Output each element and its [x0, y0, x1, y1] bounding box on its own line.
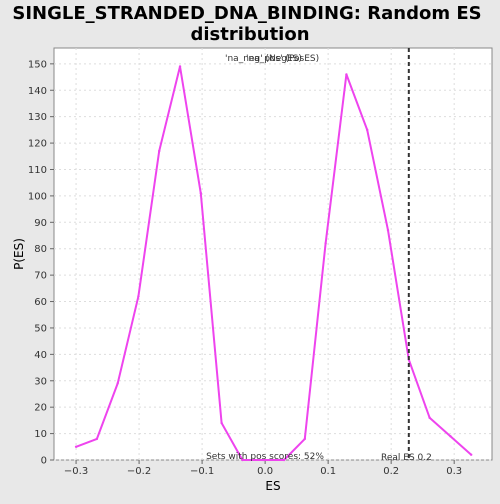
distribution-point	[470, 453, 473, 456]
distribution-point	[324, 242, 327, 245]
y-axis-label: P(ES)	[12, 238, 26, 270]
y-tick-label: 10	[34, 429, 47, 440]
distribution-point	[95, 437, 99, 441]
chart-title-line-2: distribution	[190, 24, 309, 45]
distribution-point	[303, 437, 307, 441]
legend-neg-label: 'na_neg' (NegES)	[225, 54, 302, 64]
grid-layer	[54, 48, 492, 461]
y-tick-label: 100	[28, 191, 47, 202]
y-tick-label: 0	[41, 456, 47, 467]
y-tick-label: 60	[34, 297, 47, 308]
distribution-series-line	[75, 65, 472, 461]
x-tick-label: 0.0	[257, 466, 273, 477]
distribution-point	[262, 458, 265, 462]
x-tick-label: −0.2	[127, 466, 151, 477]
x-tick-label: 0.3	[446, 466, 462, 477]
x-tick-label: −0.3	[64, 466, 88, 477]
y-tick-label: 90	[34, 218, 47, 229]
tick-layer: −0.3 −0.2 −0.1 0.0 0.1 0.2 0.3 0 10 20 30 40 50 60 70 8…	[28, 59, 462, 477]
distribution-point	[282, 458, 286, 462]
plot-area	[53, 47, 493, 461]
y-tick-label: 30	[34, 376, 47, 387]
distribution-point	[241, 458, 244, 462]
x-tick-label: 0.2	[383, 466, 399, 477]
distribution-point	[116, 382, 119, 385]
x-tick-label: −0.1	[190, 466, 214, 477]
distribution-point	[137, 295, 140, 298]
series-layer	[74, 65, 473, 462]
y-tick-label: 70	[34, 271, 47, 282]
y-tick-label: 80	[34, 244, 47, 255]
bottom-annotation: Sets with pos scores: 52%	[206, 452, 324, 462]
distribution-point	[449, 435, 452, 438]
distribution-point	[345, 73, 348, 76]
y-tick-label: 50	[34, 323, 47, 334]
y-tick-label: 150	[28, 59, 47, 70]
y-tick-label: 140	[28, 86, 47, 97]
real-es-label: Real ES 0.2	[381, 453, 432, 463]
y-tick-label: 110	[28, 165, 47, 176]
distribution-point	[428, 416, 431, 419]
distribution-point	[74, 445, 78, 448]
distribution-point	[178, 65, 182, 68]
distribution-point	[386, 229, 390, 232]
x-tick-label: 0.1	[320, 466, 336, 477]
legend-pos-label: 'na_pos' (PosES)	[246, 54, 319, 64]
distribution-point	[366, 128, 369, 132]
y-tick-label: 130	[28, 112, 47, 123]
distribution-point	[220, 421, 223, 425]
distribution-point	[199, 192, 203, 195]
chart-title-line-1: SINGLE_STRANDED_DNA_BINDING: Random ES	[12, 3, 481, 24]
x-axis-label: ES	[265, 479, 280, 493]
y-tick-label: 20	[34, 403, 47, 414]
y-tick-label: 40	[34, 350, 47, 361]
distribution-point	[158, 149, 161, 153]
y-tick-label: 120	[28, 139, 47, 150]
